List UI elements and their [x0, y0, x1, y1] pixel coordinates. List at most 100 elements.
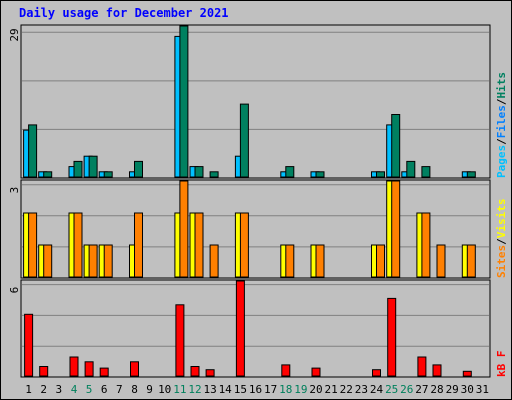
legend-entry: Pages [495, 145, 508, 178]
chart-title: Daily usage for December 2021 [19, 6, 229, 20]
day-label-23: 23 [355, 383, 368, 396]
day-label-15: 15 [234, 383, 247, 396]
bar-kbytes-kb-f-day-8 [130, 361, 139, 377]
bar-hits-hits-day-26 [406, 160, 416, 178]
bar-visits-sites-day-18 [285, 244, 295, 278]
bar-visits-sites-day-13 [209, 244, 219, 278]
legend-entry: / [495, 98, 508, 105]
bar-visits-sites-day-25 [391, 180, 401, 278]
bar-visits-sites-day-15 [239, 212, 249, 278]
bar-kbytes-kb-f-day-1 [24, 313, 34, 377]
day-label-31: 31 [476, 383, 489, 396]
bar-visits-sites-day-12 [194, 212, 204, 278]
bar-kbytes-kb-f-day-6 [99, 367, 109, 377]
panel-kbytes [20, 279, 491, 378]
max-label-visits: 3 [8, 187, 21, 194]
bar-kbytes-kb-f-day-25 [387, 297, 397, 377]
day-label-3: 3 [55, 383, 62, 396]
bar-hits-hits-day-27 [421, 166, 431, 178]
legend-entry: kB F [495, 351, 508, 378]
max-label-hits: 29 [8, 28, 21, 41]
bar-hits-hits-day-2 [43, 171, 53, 178]
bar-visits-sites-day-6 [103, 244, 113, 278]
day-label-9: 9 [146, 383, 153, 396]
bar-visits-sites-day-2 [43, 244, 53, 278]
bar-hits-hits-day-4 [73, 160, 83, 178]
bar-visits-sites-day-20 [315, 244, 325, 278]
legend-hits: Pages/Files/Hits [495, 72, 508, 178]
day-label-5: 5 [86, 383, 93, 396]
bar-visits-sites-day-24 [376, 244, 385, 278]
day-label-10: 10 [158, 383, 171, 396]
day-label-28: 28 [430, 383, 443, 396]
bar-kbytes-kb-f-day-5 [84, 361, 94, 377]
legend-entry: Files [495, 105, 508, 138]
day-label-27: 27 [415, 383, 428, 396]
bar-kbytes-kb-f-day-4 [69, 356, 79, 377]
bar-visits-sites-day-30 [466, 244, 476, 278]
bar-kbytes-kb-f-day-11 [175, 304, 185, 377]
bar-visits-sites-day-4 [73, 212, 83, 278]
day-label-13: 13 [203, 383, 216, 396]
bar-kbytes-kb-f-day-13 [205, 369, 215, 377]
day-label-22: 22 [340, 383, 353, 396]
bar-kbytes-kb-f-day-24 [372, 369, 381, 377]
day-label-8: 8 [131, 383, 138, 396]
day-label-19: 19 [294, 383, 307, 396]
max-label-kbytes: 6 [8, 287, 21, 294]
bar-kbytes-kb-f-day-20 [311, 367, 321, 377]
bar-hits-hits-day-15 [239, 103, 249, 178]
bar-visits-sites-day-1 [28, 212, 38, 278]
bar-visits-sites-day-8 [134, 212, 143, 278]
bar-hits-hits-day-13 [209, 171, 219, 178]
day-label-21: 21 [324, 383, 337, 396]
bar-hits-hits-day-30 [466, 171, 476, 178]
legend-entry: Sites [495, 245, 508, 278]
day-label-12: 12 [188, 383, 201, 396]
day-label-14: 14 [219, 383, 233, 396]
panel-hits [20, 24, 491, 179]
bar-visits-sites-day-11 [179, 180, 189, 278]
day-label-18: 18 [279, 383, 292, 396]
day-label-29: 29 [446, 383, 459, 396]
bar-visits-sites-day-5 [88, 244, 98, 278]
legend-kbytes: kB F [495, 351, 508, 378]
day-label-20: 20 [309, 383, 322, 396]
day-label-25: 25 [385, 383, 398, 396]
bar-kbytes-kb-f-day-18 [281, 364, 291, 377]
legend-entry: / [495, 138, 508, 145]
legend-entry: Visits [495, 199, 508, 239]
day-label-6: 6 [101, 383, 108, 396]
bar-hits-hits-day-25 [391, 114, 401, 178]
day-label-16: 16 [249, 383, 262, 396]
bar-visits-sites-day-28 [436, 244, 446, 278]
bar-kbytes-kb-f-day-28 [432, 364, 442, 377]
bar-kbytes-kb-f-day-12 [190, 366, 200, 377]
bar-hits-hits-day-24 [376, 171, 385, 178]
day-label-1: 1 [25, 383, 32, 396]
day-label-26: 26 [400, 383, 413, 396]
legend-visits: Sites/Visits [495, 199, 508, 279]
day-label-7: 7 [116, 383, 123, 396]
legend-entry: / [495, 238, 508, 245]
bar-hits-hits-day-8 [134, 160, 143, 178]
bar-hits-hits-day-5 [88, 155, 98, 178]
day-label-17: 17 [264, 383, 277, 396]
bar-visits-sites-day-27 [421, 212, 431, 278]
day-label-30: 30 [461, 383, 474, 396]
bar-kbytes-kb-f-day-30 [462, 370, 472, 377]
bar-kbytes-kb-f-day-27 [417, 356, 427, 377]
bar-hits-hits-day-1 [28, 124, 38, 178]
day-label-11: 11 [173, 383, 186, 396]
bar-hits-hits-day-11 [179, 25, 189, 178]
legend-entry: Hits [495, 72, 508, 99]
day-label-4: 4 [71, 383, 78, 396]
bar-kbytes-kb-f-day-15 [235, 280, 245, 377]
bar-hits-hits-day-18 [285, 166, 295, 178]
bar-hits-hits-day-6 [103, 171, 113, 178]
day-label-24: 24 [370, 383, 384, 396]
bar-hits-hits-day-12 [194, 166, 204, 178]
bar-kbytes-kb-f-day-2 [39, 366, 49, 377]
